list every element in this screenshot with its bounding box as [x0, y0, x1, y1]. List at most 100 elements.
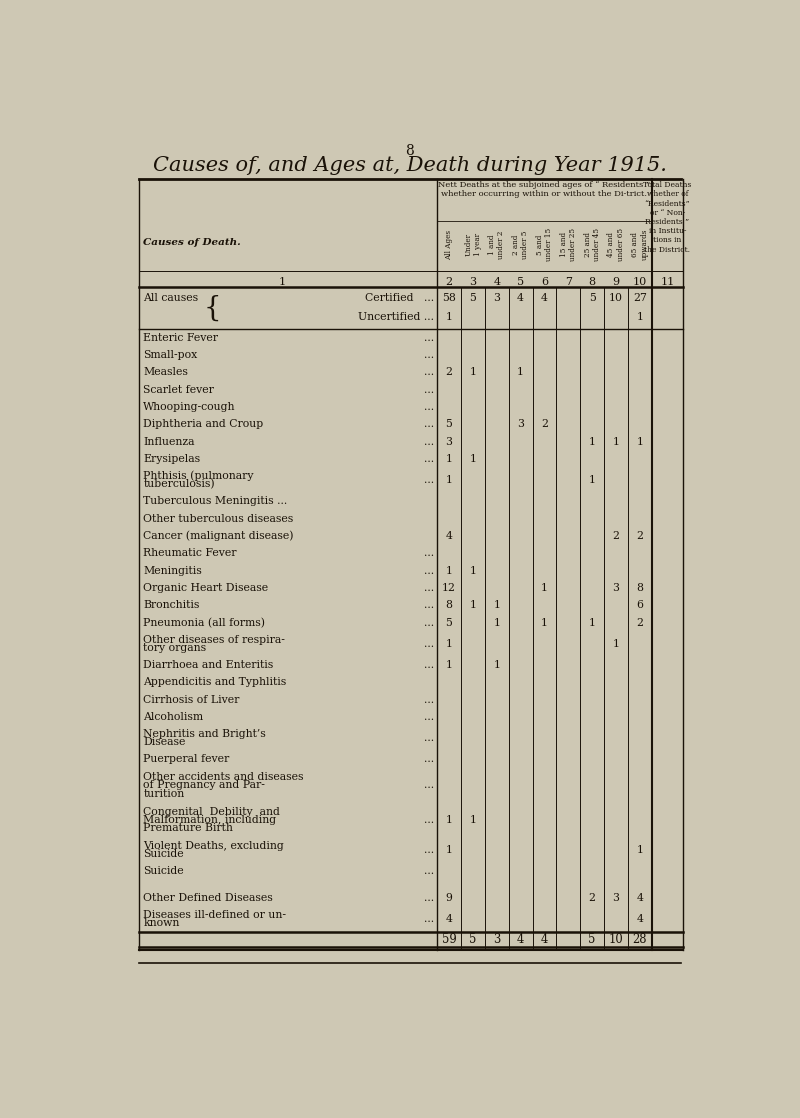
- Text: 5: 5: [589, 294, 596, 303]
- Text: ...: ...: [424, 755, 434, 765]
- Text: 1: 1: [636, 845, 643, 855]
- Text: ...: ...: [424, 845, 434, 855]
- Text: 1: 1: [446, 660, 453, 670]
- Text: 1: 1: [613, 437, 619, 447]
- Text: 11: 11: [660, 276, 674, 286]
- Text: Influenza: Influenza: [143, 437, 195, 447]
- Text: 2: 2: [613, 531, 619, 541]
- Text: ...: ...: [424, 549, 434, 558]
- Text: 1: 1: [446, 815, 453, 825]
- Text: Causes of Death.: Causes of Death.: [143, 238, 241, 247]
- Text: known: known: [143, 918, 180, 928]
- Text: 4: 4: [493, 276, 500, 286]
- Text: 1: 1: [589, 618, 596, 627]
- Text: 1: 1: [470, 815, 477, 825]
- Text: tory organs: tory organs: [143, 643, 206, 653]
- Text: 4: 4: [637, 915, 643, 925]
- Text: 28: 28: [633, 934, 647, 946]
- Text: 3: 3: [470, 276, 477, 286]
- Text: Bronchitis: Bronchitis: [143, 600, 200, 610]
- Text: 4: 4: [541, 934, 548, 946]
- Text: 8: 8: [589, 276, 596, 286]
- Text: ...: ...: [424, 402, 434, 413]
- Text: ...: ...: [424, 733, 434, 743]
- Text: 9: 9: [446, 893, 453, 903]
- Text: ...: ...: [424, 618, 434, 627]
- Text: 2: 2: [541, 419, 548, 429]
- Text: 1: 1: [589, 437, 596, 447]
- Text: 2: 2: [636, 531, 643, 541]
- Text: 5: 5: [517, 276, 524, 286]
- Text: 1: 1: [470, 566, 477, 576]
- Text: of Pregnancy and Par-: of Pregnancy and Par-: [143, 780, 266, 790]
- Text: Total Deaths
whether of
“Residents”
or “ Non-
Residents ”
in Institu-
tions in
t: Total Deaths whether of “Residents” or “…: [643, 181, 691, 254]
- Text: 6: 6: [541, 276, 548, 286]
- Text: 10: 10: [609, 934, 623, 946]
- Text: ...: ...: [424, 815, 434, 825]
- Text: Other Defined Diseases: Other Defined Diseases: [143, 893, 273, 903]
- Text: 12: 12: [442, 584, 456, 593]
- Text: 5: 5: [589, 934, 596, 946]
- Text: 2: 2: [446, 276, 453, 286]
- Text: 4: 4: [446, 531, 453, 541]
- Text: 2 and
under 5: 2 and under 5: [512, 230, 530, 259]
- Text: Nephritis and Bright’s: Nephritis and Bright’s: [143, 729, 266, 739]
- Text: 1: 1: [517, 368, 524, 378]
- Text: 1 and
under 2: 1 and under 2: [488, 230, 506, 259]
- Text: 1: 1: [470, 600, 477, 610]
- Text: 1: 1: [636, 312, 643, 322]
- Text: Puerperal fever: Puerperal fever: [143, 755, 230, 765]
- Text: 9: 9: [613, 276, 619, 286]
- Text: 1: 1: [494, 618, 500, 627]
- Text: Causes of, and Ages at, Death during Year 1915.: Causes of, and Ages at, Death during Yea…: [153, 155, 667, 174]
- Text: ...: ...: [424, 419, 434, 429]
- Text: 4: 4: [541, 294, 548, 303]
- Text: Other diseases of respira-: Other diseases of respira-: [143, 635, 286, 645]
- Text: 3: 3: [613, 893, 619, 903]
- Text: ...: ...: [424, 660, 434, 670]
- Text: 3: 3: [613, 584, 619, 593]
- Text: Phthisis (pulmonary: Phthisis (pulmonary: [143, 471, 254, 482]
- Text: ...: ...: [424, 712, 434, 722]
- Text: Diseases ill-defined or un-: Diseases ill-defined or un-: [143, 910, 286, 920]
- Text: Malformation, including: Malformation, including: [143, 815, 277, 825]
- Text: 1: 1: [541, 618, 548, 627]
- Text: 10: 10: [609, 294, 623, 303]
- Text: Uncertified ...: Uncertified ...: [358, 312, 434, 322]
- Text: 1: 1: [470, 368, 477, 378]
- Text: ...: ...: [424, 584, 434, 593]
- Text: Tuberculous Meningitis ...: Tuberculous Meningitis ...: [143, 496, 288, 506]
- Text: {: {: [203, 294, 221, 321]
- Text: 1: 1: [541, 584, 548, 593]
- Text: Whooping-cough: Whooping-cough: [143, 402, 236, 413]
- Text: 1: 1: [446, 312, 453, 322]
- Text: All Ages: All Ages: [445, 229, 453, 259]
- Text: 15 and
under 25: 15 and under 25: [560, 228, 577, 262]
- Text: ...: ...: [424, 638, 434, 648]
- Text: 6: 6: [636, 600, 643, 610]
- Text: Enteric Fever: Enteric Fever: [143, 333, 218, 342]
- Text: ...: ...: [424, 437, 434, 447]
- Text: 4: 4: [517, 294, 524, 303]
- Text: ...: ...: [424, 866, 434, 877]
- Text: 5 and
under 15: 5 and under 15: [536, 228, 553, 262]
- Text: 1: 1: [494, 660, 500, 670]
- Text: 4: 4: [446, 915, 453, 925]
- Text: 59: 59: [442, 934, 457, 946]
- Text: Rheumatic Fever: Rheumatic Fever: [143, 549, 237, 558]
- Text: ...: ...: [424, 385, 434, 395]
- Text: Certified   ...: Certified ...: [365, 294, 434, 303]
- Text: 1: 1: [589, 475, 596, 485]
- Text: Violent Deaths, excluding: Violent Deaths, excluding: [143, 841, 284, 851]
- Text: 2: 2: [636, 618, 643, 627]
- Text: 5: 5: [470, 294, 476, 303]
- Text: 27: 27: [633, 294, 647, 303]
- Text: Nett Deaths at the subjoined ages of “ Residents ”
whether occurring within or w: Nett Deaths at the subjoined ages of “ R…: [438, 181, 650, 198]
- Text: 8: 8: [406, 144, 414, 158]
- Text: Meningitis: Meningitis: [143, 566, 202, 576]
- Text: 1: 1: [470, 454, 477, 464]
- Text: 65 and
upwards: 65 and upwards: [631, 229, 649, 260]
- Text: Under
1 year: Under 1 year: [464, 234, 482, 256]
- Text: 1: 1: [494, 600, 500, 610]
- Text: turition: turition: [143, 788, 185, 798]
